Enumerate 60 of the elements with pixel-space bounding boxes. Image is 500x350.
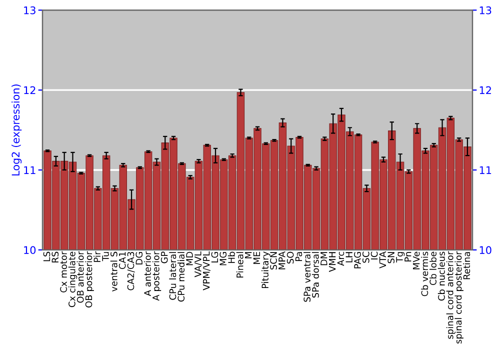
x-tick-label: MVe [412,252,420,270]
x-tick-label: GP [160,252,168,264]
x-tick-label: spinal cord anterior [446,251,456,339]
x-tick-label: Cb vermis [421,252,428,296]
x-tick-label: OB posterior [85,251,94,308]
x-tick-label: SPa dorsal [312,252,319,298]
x-tick-label: SO [286,252,294,264]
x-tick-label: VMH [328,252,336,272]
x-tick-label: VPM/VPL [203,251,210,290]
y-tick-label: 11 [24,166,36,174]
x-tick-label: Pn [404,252,412,262]
y2-tick-label: 12 [480,86,491,94]
x-tick-label: LG [211,252,218,262]
y2-tick-label: 10 [480,246,492,254]
x-tick-label: spinal cord posterior [454,251,464,344]
x-tick-label: Retina [463,252,470,280]
x-tick-label: A posterior [152,251,162,301]
x-tick-label: Pineal [236,252,244,278]
y-axis-title: Log2 (expression) [12,84,22,176]
x-tick-label: Tg [396,252,405,263]
x-tick-label: MD [186,252,193,266]
x-tick-label: LS [43,252,50,262]
x-tick-label: CPu medial [178,252,185,302]
x-tick-label: Hb [228,252,235,263]
x-tick-label: VTA [379,251,386,268]
x-tick-label: Arc [337,252,344,266]
x-tick-label: ME [253,252,260,264]
x-tick-label: SN [388,252,394,264]
x-tick-label: PAG [354,252,361,268]
x-tick-label: Cx motor [60,251,67,292]
x-tick-label: OB anterior [76,251,84,303]
x-tick-label: LH [346,252,352,262]
x-tick-label: M [245,252,252,258]
x-tick-label: MPA [278,251,286,270]
x-tick-label: SPa ventral [304,252,311,302]
x-tick-label: CA2/CA3 [127,252,135,290]
x-tick-label: IC [370,252,378,260]
y-tick-label: 10 [24,246,36,254]
x-tick-label: Pir [94,251,100,262]
x-tick-label: DG [136,252,143,264]
x-tick-label: VA/VL [194,251,202,278]
x-tick-label: CPu lateral [169,252,176,300]
x-tick-label: ventral S [110,252,118,292]
x-tick-label: RS [52,252,59,262]
y-tick-label: 13 [24,6,36,14]
x-tick-label: MG [220,252,227,266]
x-tick-label: Tu [102,252,109,262]
y2-tick-label: 13 [480,6,492,14]
x-tick-label: SC [362,252,370,263]
x-tick-label: Cb lobe [430,252,436,286]
x-tick-label: DM [320,252,328,266]
x-tick-label: Pituitary [262,252,270,288]
x-tick-label: A anterior [144,251,151,296]
x-tick-label: SCN [270,252,277,270]
x-tick-label: Cx cingulate [68,252,78,308]
x-tick-label: Pa [295,252,302,261]
x-tick-label: Cb nucleus [438,252,445,301]
y2-tick-label: 11 [480,166,492,174]
x-tick-label: CA1 [118,252,126,270]
y-tick-label: 12 [24,86,36,94]
